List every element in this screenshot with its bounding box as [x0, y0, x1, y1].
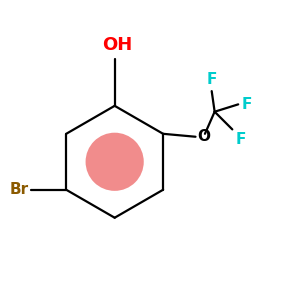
Text: F: F — [235, 132, 246, 147]
Text: F: F — [242, 97, 252, 112]
Text: OH: OH — [103, 36, 133, 54]
Text: O: O — [197, 129, 210, 144]
Text: Br: Br — [9, 182, 28, 197]
Text: F: F — [206, 72, 217, 87]
Circle shape — [85, 133, 144, 191]
